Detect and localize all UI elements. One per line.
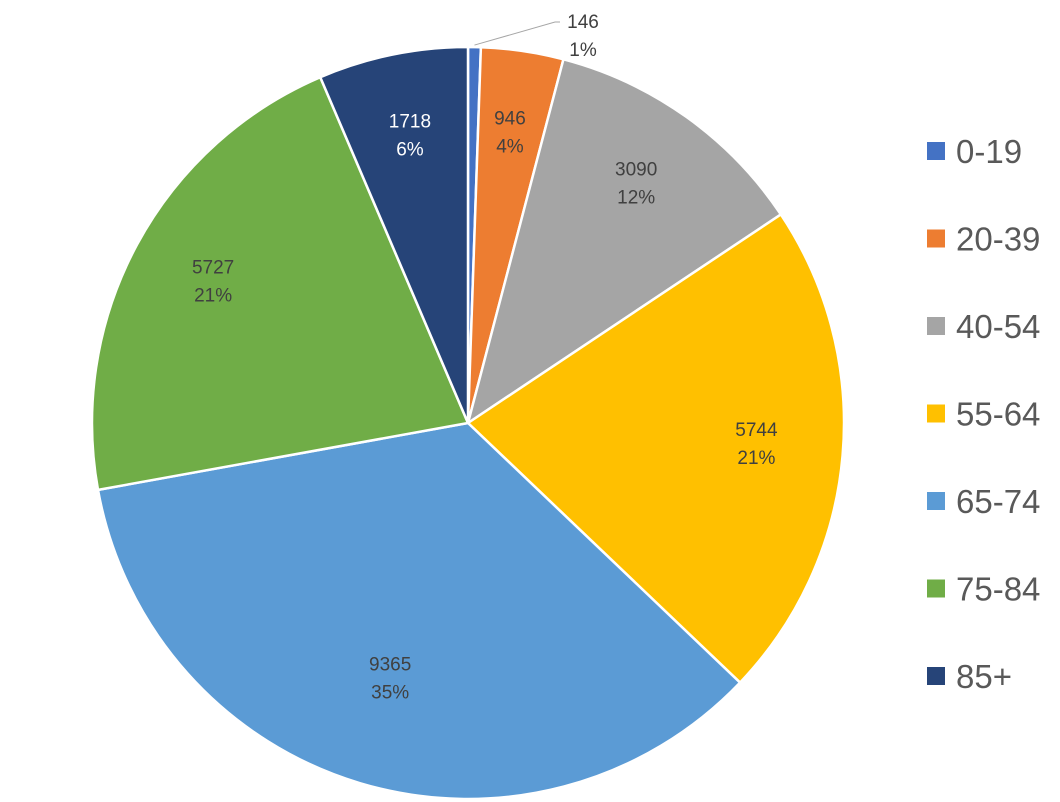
legend-label: 65-74 [956, 483, 1040, 520]
legend-item-40-54: 40-54 [927, 308, 1040, 345]
legend-label: 55-64 [956, 396, 1040, 433]
legend-item-65-74: 65-74 [927, 483, 1040, 520]
legend-item-55-64: 55-64 [927, 396, 1040, 433]
data-label-value: 5744 [735, 420, 778, 441]
data-label-value: 1718 [389, 111, 431, 132]
legend-item-20-39: 20-39 [927, 221, 1040, 258]
data-label-percent: 1% [569, 40, 597, 61]
legend-swatch [927, 404, 945, 423]
leader-line [474, 21, 560, 46]
data-label-percent: 4% [496, 137, 524, 158]
legend-swatch [927, 492, 945, 510]
legend-swatch [927, 142, 945, 160]
legend-label: 85+ [956, 658, 1012, 695]
legend-label: 0-19 [956, 133, 1022, 170]
pie-slice-85+ [318, 45, 470, 424]
data-label-value: 5727 [192, 258, 234, 279]
legend-item-85+: 85+ [927, 658, 1012, 695]
legend-swatch [927, 579, 945, 598]
legend-swatch [927, 317, 945, 335]
data-label-value: 146 [567, 12, 599, 33]
data-label-percent: 21% [194, 286, 232, 307]
legend-swatch [927, 229, 945, 248]
data-label-value: 946 [494, 109, 526, 130]
data-label-percent: 12% [617, 187, 655, 208]
pie-slice-65-74 [96, 421, 742, 801]
data-label-value: 9365 [369, 654, 411, 675]
pie-slice-55-64 [466, 212, 846, 685]
legend-swatch [927, 667, 945, 685]
data-label-percent: 6% [396, 139, 424, 160]
pie-slices [90, 45, 846, 801]
data-label-percent: 21% [737, 448, 775, 469]
data-label-value: 3090 [615, 159, 657, 180]
legend-label: 20-39 [956, 221, 1040, 258]
pie-slice-75-84 [90, 75, 470, 492]
legend-label: 75-84 [956, 571, 1040, 608]
legend: 0-19 20-39 40-54 55-64 65-74 75-84 85+ [927, 133, 1040, 695]
legend-item-75-84: 75-84 [927, 571, 1040, 608]
data-labels: 146 1% 946 4% 3090 12% 5744 21% 9365 35% 5727 21% 17… [192, 12, 778, 703]
legend-label: 40-54 [956, 308, 1040, 345]
data-label-percent: 35% [371, 682, 409, 703]
pie-slice-40-54 [465, 57, 783, 426]
legend-item-0-19: 0-19 [927, 133, 1022, 170]
